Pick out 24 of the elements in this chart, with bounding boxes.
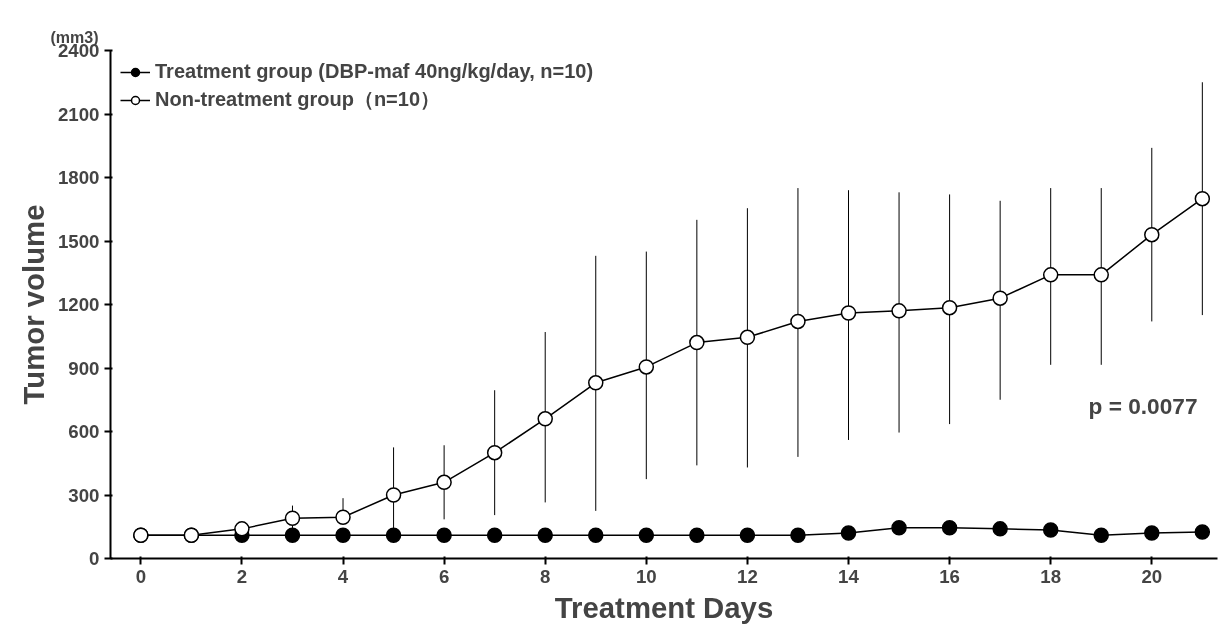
x-tick-label: 20: [1141, 565, 1163, 587]
x-tick-label: 18: [1040, 565, 1062, 587]
x-tick-label: 16: [939, 565, 960, 587]
legend-label: Treatment group (DBP-maf 40ng/kg/day, n=10): [155, 60, 594, 83]
x-tick-label: 8: [540, 565, 551, 587]
y-tick-label: 300: [68, 484, 100, 506]
annotation: p = 0.0077: [1088, 392, 1198, 419]
x-tick-label: 4: [337, 565, 349, 587]
y-tick-label: 900: [68, 357, 100, 379]
x-tick-label: 0: [135, 565, 147, 587]
y-tick-label: 1200: [58, 294, 100, 315]
y-tick-label: 0: [89, 548, 100, 569]
x-tick-label: 12: [737, 565, 758, 587]
x-tick-label: 6: [438, 565, 450, 587]
x-axis-title: Treatment Days: [554, 590, 774, 624]
legend-label: Non-treatment group（n=10）: [155, 87, 441, 112]
y-tick-label: 600: [68, 421, 100, 442]
y-tick-label: 1500: [58, 230, 100, 252]
x-tick-label: 10: [635, 565, 657, 587]
x-tick-label: 14: [838, 565, 860, 587]
y-tick-label: 1800: [58, 167, 100, 188]
x-tick-label: 2: [236, 565, 248, 587]
y-axis-title: Tumor volume: [17, 204, 50, 405]
y-tick-label: 2100: [58, 103, 100, 125]
